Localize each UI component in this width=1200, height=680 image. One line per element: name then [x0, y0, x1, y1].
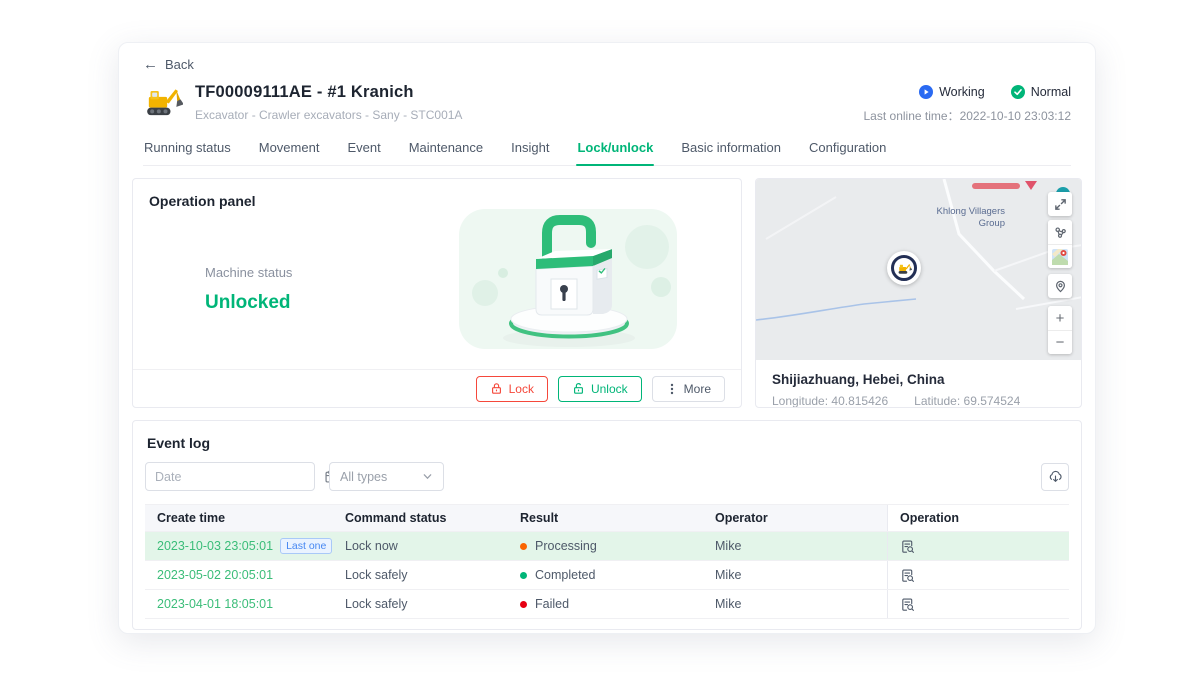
event-log-panel: Event log All types: [132, 420, 1082, 630]
result-value: Processing: [535, 539, 597, 553]
lock-button[interactable]: Lock: [475, 375, 548, 402]
machine-map-marker[interactable]: [887, 251, 921, 285]
tab-lock-unlock[interactable]: Lock/unlock: [576, 138, 655, 166]
table-row: 2023-05-02 20:05:01 Lock safely Complete…: [145, 561, 1069, 590]
latitude-value: Latitude: 69.574524: [914, 394, 1021, 408]
map-fullscreen-button[interactable]: [1048, 192, 1072, 216]
create-time-value: 2023-10-03 23:05:01: [157, 539, 274, 553]
type-filter-select[interactable]: All types: [329, 462, 444, 491]
marker-excavator-icon: [891, 255, 917, 281]
back-arrow-icon: ←: [143, 56, 158, 73]
column-header-result: Result: [520, 511, 559, 525]
tab-basic-information[interactable]: Basic information: [681, 140, 782, 155]
tab-maintenance[interactable]: Maintenance: [408, 140, 484, 155]
back-button[interactable]: ← Back: [143, 57, 213, 72]
tab-event[interactable]: Event: [347, 140, 381, 155]
operator-value: Mike: [715, 568, 742, 582]
column-header-operator: Operator: [715, 511, 768, 525]
create-time-value: 2023-04-01 18:05:01: [157, 597, 274, 611]
map-zoom-out-button[interactable]: −: [1048, 330, 1072, 354]
location-title: Shijiazhuang, Hebei, China: [772, 372, 945, 387]
map-layers-button[interactable]: [1048, 244, 1072, 268]
result-value: Failed: [535, 597, 570, 611]
machine-status-value: Unlocked: [205, 292, 291, 313]
view-detail-button[interactable]: [900, 597, 915, 612]
more-dots-icon: [666, 383, 678, 395]
back-label: Back: [165, 57, 194, 72]
map-panel: Khlong Villagers Group: [755, 178, 1082, 408]
excavator-icon: [143, 83, 183, 119]
working-label: Working: [939, 85, 985, 99]
command-status-value: Lock now: [345, 539, 398, 553]
view-detail-button[interactable]: [900, 539, 915, 554]
tab-running-status[interactable]: Running status: [144, 140, 231, 155]
card-header: ← Back: [119, 43, 1095, 166]
unlock-icon: [572, 382, 585, 395]
chevron-down-icon: [422, 471, 433, 482]
working-status-badge: Working: [919, 85, 985, 99]
command-status-value: Lock safely: [345, 597, 408, 611]
operation-footer: Lock Unlock: [133, 369, 741, 407]
tab-configuration[interactable]: Configuration: [809, 140, 887, 155]
unlock-button[interactable]: Unlock: [557, 375, 642, 402]
column-header-command-status: Command status: [345, 511, 447, 525]
operator-value: Mike: [715, 539, 742, 553]
lock-icon: [490, 382, 503, 395]
map-red-marker-icon: [1025, 181, 1037, 190]
view-detail-button[interactable]: [900, 568, 915, 583]
last-one-badge: Last one: [280, 537, 333, 555]
page-title: TF00009111AE - #1 Kranich: [195, 83, 414, 101]
check-icon: [1010, 85, 1025, 99]
column-header-operation: Operation: [887, 505, 1069, 531]
result-value: Completed: [535, 568, 596, 582]
table-row: 2023-10-03 23:05:01 Last one Lock now Pr…: [145, 532, 1069, 561]
status-dot: [520, 542, 527, 550]
map-zoom-in-button[interactable]: +: [1048, 306, 1072, 330]
cloud-download-icon: [1048, 469, 1063, 484]
command-status-value: Lock safely: [345, 568, 408, 582]
date-filter-input[interactable]: [145, 462, 338, 491]
map-place-label: Khlong Villagers Group: [936, 206, 1005, 229]
normal-label: Normal: [1030, 85, 1071, 99]
map[interactable]: Khlong Villagers Group: [756, 179, 1081, 360]
tab-bar: Running status Movement Event Maintenanc…: [143, 138, 1071, 166]
map-locate-button[interactable]: [1048, 274, 1072, 298]
date-input[interactable]: [155, 469, 316, 484]
table-row: 2023-04-01 18:05:01 Lock safely Failed M…: [145, 590, 1069, 619]
play-icon: [919, 85, 934, 99]
tab-insight[interactable]: Insight: [511, 140, 550, 155]
type-filter-value: All types: [340, 469, 388, 484]
unlock-illustration: [451, 195, 686, 357]
location-info: Shijiazhuang, Hebei, China Longitude: 40…: [756, 360, 1081, 408]
status-dot: [520, 571, 527, 579]
column-header-create-time: Create time: [157, 511, 226, 525]
operation-panel: Operation panel Machine status Unlocked: [132, 178, 742, 408]
table-header-row: Create time Command status Result Operat…: [145, 505, 1069, 532]
machine-subtitle: Excavator - Crawler excavators - Sany - …: [195, 108, 463, 122]
create-time-value: 2023-05-02 20:05:01: [157, 568, 274, 582]
map-controls: + −: [1048, 192, 1072, 354]
machine-detail-card: ← Back: [118, 42, 1096, 634]
more-button[interactable]: More: [651, 375, 725, 402]
export-download-button[interactable]: [1041, 462, 1069, 491]
status-dot: [520, 600, 527, 608]
machine-status-label: Machine status: [205, 265, 293, 280]
map-tools-button[interactable]: [1048, 220, 1072, 244]
map-red-road-label: [972, 181, 1037, 190]
last-online-time: Last online time：2022-10-10 23:03:12: [863, 109, 1072, 123]
normal-status-badge: Normal: [1010, 85, 1071, 99]
operator-value: Mike: [715, 597, 742, 611]
event-log-title: Event log: [147, 435, 211, 451]
longitude-value: Longitude: 40.815426: [772, 394, 889, 408]
event-log-table: Create time Command status Result Operat…: [145, 504, 1069, 619]
operation-panel-title: Operation panel: [149, 193, 256, 209]
tab-movement[interactable]: Movement: [258, 140, 320, 155]
